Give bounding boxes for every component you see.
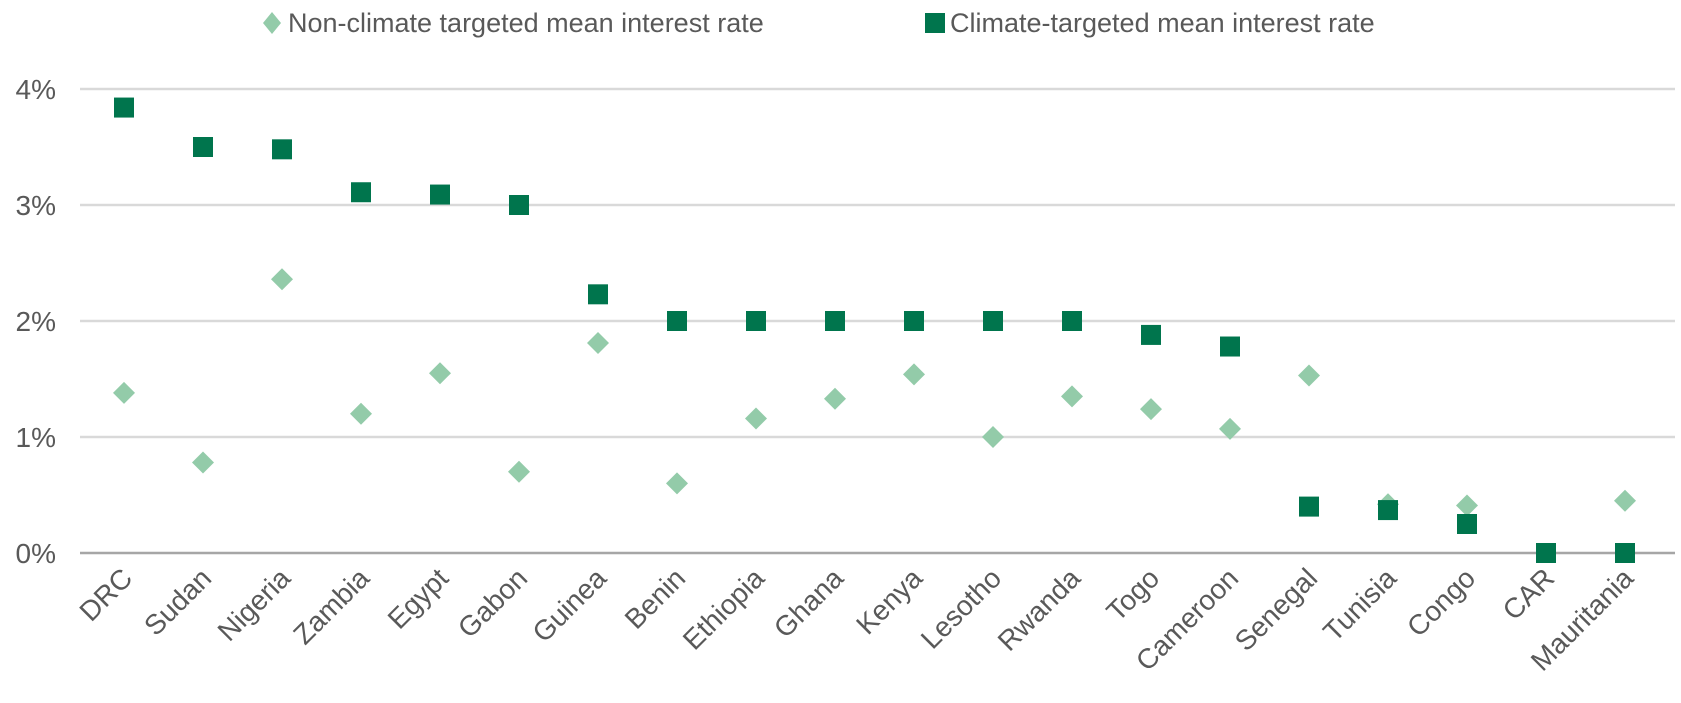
x-category-label: Nigeria — [212, 562, 297, 647]
climate-point — [1220, 336, 1240, 357]
climate-point — [351, 182, 371, 203]
x-category-label: Zambia — [287, 562, 375, 650]
climate-point — [430, 184, 450, 205]
non-climate-point — [508, 460, 530, 483]
climate-point — [1615, 543, 1635, 563]
x-category-label: DRC — [73, 562, 138, 627]
y-tick-label: 2% — [16, 306, 56, 337]
climate-point — [509, 195, 529, 215]
data-markers — [113, 97, 1636, 563]
non-climate-point — [1614, 489, 1636, 512]
x-category-label: Ethiopia — [677, 562, 771, 656]
x-category-label: Kenya — [850, 562, 928, 640]
climate-point — [272, 139, 292, 160]
x-category-label: Togo — [1100, 562, 1165, 627]
non-climate-point — [350, 402, 372, 425]
gridlines — [80, 87, 1675, 439]
x-category-label: Sudan — [138, 562, 217, 641]
climate-point — [1299, 496, 1319, 517]
non-climate-point — [903, 363, 925, 386]
x-category-label: Rwanda — [992, 562, 1087, 657]
non-climate-point — [429, 362, 451, 385]
non-climate-point — [1140, 398, 1162, 421]
non-climate-point — [1456, 494, 1478, 517]
climate-point — [588, 284, 608, 305]
climate-point — [904, 311, 924, 331]
x-category-label: Guinea — [526, 562, 612, 648]
climate-point — [1141, 324, 1161, 345]
climate-point — [114, 97, 134, 118]
climate-point — [193, 137, 213, 157]
climate-point — [1378, 500, 1398, 521]
legend-item-climate: Climate-targeted mean interest rate — [925, 8, 1375, 38]
x-category-label: Lesotho — [915, 562, 1007, 654]
x-category-label: CAR — [1497, 562, 1561, 626]
legend: Non-climate targeted mean interest rate … — [263, 8, 1375, 38]
y-tick-label: 0% — [16, 538, 56, 569]
y-tick-label: 1% — [16, 422, 56, 453]
x-category-label: Gabon — [452, 562, 533, 643]
non-climate-point — [982, 426, 1004, 448]
non-climate-point — [824, 387, 846, 410]
non-climate-point — [1298, 364, 1320, 387]
legend-marker-non-climate — [263, 12, 281, 34]
x-category-label: Egypt — [382, 562, 455, 635]
non-climate-point — [1219, 417, 1241, 440]
x-category-label: Senegal — [1229, 562, 1324, 657]
y-tick-label: 4% — [16, 74, 56, 105]
x-category-label: Benin — [619, 562, 692, 635]
climate-point — [983, 311, 1003, 331]
climate-point — [825, 311, 845, 331]
non-climate-point — [271, 268, 293, 291]
non-climate-point — [113, 381, 135, 404]
climate-point — [1062, 311, 1082, 331]
climate-point — [1457, 514, 1477, 534]
non-climate-point — [745, 407, 767, 430]
y-axis-tick-labels: 0% 1% 2% 3% 4% — [16, 74, 56, 569]
x-category-label: Ghana — [768, 562, 850, 644]
y-tick-label: 3% — [16, 190, 56, 221]
climate-point — [746, 311, 766, 331]
climate-point — [1536, 543, 1556, 563]
climate-point — [667, 311, 687, 331]
non-climate-point — [1061, 385, 1083, 408]
non-climate-point — [666, 472, 688, 495]
x-category-label: Congo — [1401, 562, 1481, 642]
legend-label-climate: Climate-targeted mean interest rate — [950, 8, 1375, 38]
legend-item-non-climate: Non-climate targeted mean interest rate — [263, 8, 764, 38]
legend-label-non-climate: Non-climate targeted mean interest rate — [288, 8, 764, 38]
non-climate-point — [587, 332, 609, 355]
legend-marker-climate — [925, 13, 945, 33]
non-climate-point — [192, 451, 214, 474]
x-category-label: Tunisia — [1317, 562, 1402, 647]
